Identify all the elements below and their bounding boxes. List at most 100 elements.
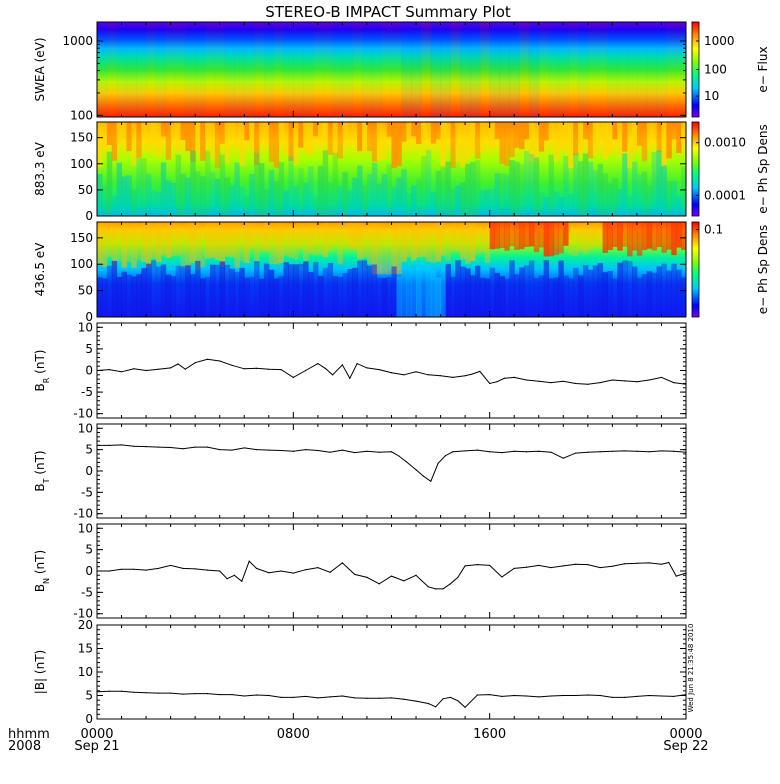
heatmap-strip [293, 222, 299, 260]
heatmap-strip [312, 22, 324, 117]
heatmap-strip [357, 222, 363, 260]
heatmap-strip [146, 263, 152, 317]
data-point [685, 572, 687, 574]
data-point [120, 371, 123, 373]
heatmap-strip [592, 265, 599, 317]
heatmap-strip [258, 278, 265, 317]
y-tick-label: 0 [85, 564, 93, 578]
heatmap-strip [420, 122, 427, 141]
heatmap-strip [411, 222, 417, 261]
heatmap-strip [465, 164, 471, 216]
y-tick-label: -5 [81, 385, 93, 399]
panel-frame [96, 322, 687, 419]
heatmap-strip [288, 222, 294, 258]
heatmap-strip [460, 22, 471, 117]
heatmap-strip [489, 122, 496, 148]
heatmap-strip [371, 22, 383, 117]
heatmap-strip [622, 222, 628, 247]
y-tick-label: 1000 [62, 34, 93, 48]
heatmap-strip [470, 275, 476, 317]
heatmap-strip [622, 260, 628, 317]
heatmap-strip [509, 22, 520, 117]
heatmap-strip [671, 122, 677, 140]
heatmap-strip [381, 122, 388, 160]
data-point [525, 451, 528, 453]
data-point [430, 480, 432, 482]
heatmap-strip [97, 22, 108, 117]
heatmap-strip [484, 222, 491, 263]
data-point [268, 449, 270, 451]
heatmap-strip [347, 222, 353, 250]
y-tick-label: 100 [70, 157, 93, 171]
data-point [157, 567, 159, 570]
heatmap-strip [401, 22, 412, 117]
heatmap-strip [646, 122, 653, 144]
heatmap-strip [165, 22, 177, 117]
heatmap-background [97, 22, 686, 117]
heatmap-strip [224, 264, 231, 317]
timestamp-stamp: Wed Jun 8 21:35:48 2010 [687, 624, 695, 713]
heatmap-strip [381, 278, 388, 317]
heatmap-strip [347, 268, 353, 317]
heatmap-strip [676, 222, 682, 248]
data-point [329, 451, 331, 453]
colorbar-pad436 [691, 221, 700, 318]
heatmap-strip [430, 270, 437, 317]
heatmap-strip [229, 222, 235, 258]
heatmap-strip [494, 222, 500, 249]
heatmap-strip [450, 222, 456, 252]
data-point [255, 449, 258, 451]
heatmap-strip [170, 122, 177, 139]
heatmap-strip [298, 222, 304, 249]
heatmap-strip [244, 22, 255, 117]
heatmap-strip [474, 122, 481, 159]
data-point [435, 588, 437, 590]
colorbar-tick-label: 10 [704, 89, 719, 103]
heatmap-strip [322, 150, 329, 216]
data-point [685, 451, 687, 453]
heatmap-strip [254, 22, 265, 117]
data-point [120, 444, 123, 446]
heatmap-strip [460, 222, 466, 260]
heatmap-strip [283, 122, 289, 157]
heatmap-strip [155, 266, 162, 317]
y-axis-label-bmag: |B| (nT) [33, 650, 47, 694]
heatmap-strip [416, 122, 422, 144]
heatmap-strip [440, 22, 451, 117]
heatmap-strip [553, 222, 559, 256]
data-point [206, 358, 209, 360]
heatmap-strip [661, 263, 667, 317]
data-point [378, 451, 380, 453]
y-tick-label: 0 [85, 310, 93, 324]
heatmap-strip [254, 122, 260, 166]
heatmap-strip [568, 193, 574, 216]
heatmap-strip [661, 165, 667, 216]
heatmap-strip [175, 222, 181, 256]
heatmap-strip [602, 122, 608, 159]
data-point [206, 446, 209, 448]
heatmap-strip [229, 185, 235, 216]
data-point [636, 381, 638, 383]
heatmap-strip [146, 122, 152, 153]
heatmap-strip [597, 122, 604, 141]
heatmap-strip [146, 22, 157, 117]
heatmap-strip [160, 222, 167, 256]
heatmap-strip [200, 222, 206, 268]
heatmap-strip [362, 222, 368, 259]
data-point [476, 449, 478, 451]
y-tick-label: 10 [78, 421, 93, 435]
heatmap-strip [406, 268, 412, 317]
data-point [120, 568, 123, 570]
heatmap-strip [396, 276, 402, 317]
heatmap-strip [263, 222, 270, 251]
data-point [255, 567, 258, 570]
heatmap-strip [209, 222, 216, 258]
data-point [305, 695, 307, 698]
heatmap-strip [293, 122, 299, 166]
y-tick-label: -10 [73, 507, 93, 521]
heatmap-strip [386, 276, 392, 317]
heatmap-strip [474, 160, 481, 216]
heatmap-strip [676, 22, 687, 117]
heatmap-strip [303, 22, 314, 117]
heatmap-strip [666, 22, 677, 117]
